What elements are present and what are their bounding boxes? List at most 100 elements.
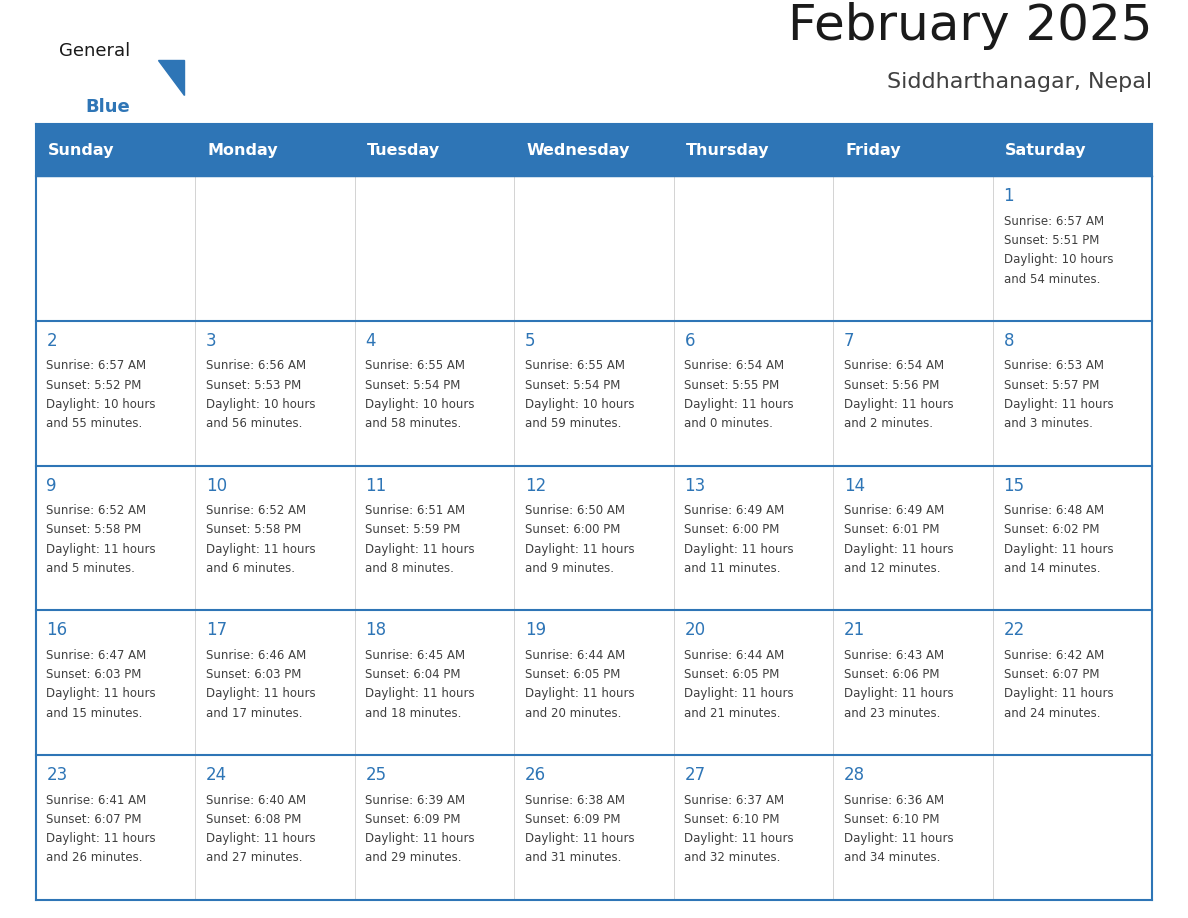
Text: and 15 minutes.: and 15 minutes. (46, 707, 143, 720)
Bar (36, 755, 1152, 900)
Text: Daylight: 10 hours: Daylight: 10 hours (1004, 253, 1113, 266)
Bar (36, 610, 1152, 755)
Text: Daylight: 11 hours: Daylight: 11 hours (684, 832, 794, 845)
Text: Sunset: 6:07 PM: Sunset: 6:07 PM (46, 812, 141, 826)
Text: 18: 18 (366, 621, 386, 639)
Text: Sunrise: 6:55 AM: Sunrise: 6:55 AM (525, 360, 625, 373)
Text: Sunset: 6:10 PM: Sunset: 6:10 PM (843, 812, 940, 826)
Text: Sunset: 6:04 PM: Sunset: 6:04 PM (366, 668, 461, 681)
Text: and 6 minutes.: and 6 minutes. (206, 562, 295, 575)
Text: 2: 2 (46, 332, 57, 350)
Text: Sunday: Sunday (48, 142, 114, 158)
Text: 28: 28 (843, 766, 865, 784)
Text: Sunrise: 6:48 AM: Sunrise: 6:48 AM (1004, 504, 1104, 517)
Text: Monday: Monday (207, 142, 278, 158)
Text: Sunset: 6:06 PM: Sunset: 6:06 PM (843, 668, 940, 681)
Text: Daylight: 11 hours: Daylight: 11 hours (684, 398, 794, 411)
Text: Sunset: 6:05 PM: Sunset: 6:05 PM (525, 668, 620, 681)
Text: 27: 27 (684, 766, 706, 784)
Text: and 34 minutes.: and 34 minutes. (843, 851, 941, 865)
Text: and 11 minutes.: and 11 minutes. (684, 562, 781, 575)
Text: 14: 14 (843, 476, 865, 495)
Text: and 18 minutes.: and 18 minutes. (366, 707, 462, 720)
Text: Sunrise: 6:49 AM: Sunrise: 6:49 AM (684, 504, 785, 517)
Text: Sunset: 5:58 PM: Sunset: 5:58 PM (206, 523, 301, 536)
Text: February 2025: February 2025 (788, 3, 1152, 50)
Text: Daylight: 11 hours: Daylight: 11 hours (684, 543, 794, 555)
Text: 25: 25 (366, 766, 386, 784)
Text: 10: 10 (206, 476, 227, 495)
Text: and 21 minutes.: and 21 minutes. (684, 707, 781, 720)
Text: Sunset: 6:00 PM: Sunset: 6:00 PM (525, 523, 620, 536)
Text: Daylight: 10 hours: Daylight: 10 hours (366, 398, 475, 411)
Text: Sunset: 5:57 PM: Sunset: 5:57 PM (1004, 379, 1099, 392)
Text: 15: 15 (1004, 476, 1024, 495)
Text: Sunrise: 6:47 AM: Sunrise: 6:47 AM (46, 649, 146, 662)
Bar (36, 176, 1152, 321)
Text: Sunset: 5:55 PM: Sunset: 5:55 PM (684, 379, 779, 392)
Text: Sunrise: 6:39 AM: Sunrise: 6:39 AM (366, 793, 466, 807)
Text: 4: 4 (366, 332, 375, 350)
Text: Daylight: 11 hours: Daylight: 11 hours (843, 688, 954, 700)
Text: Sunrise: 6:37 AM: Sunrise: 6:37 AM (684, 793, 784, 807)
Text: Sunrise: 6:54 AM: Sunrise: 6:54 AM (843, 360, 944, 373)
Text: Sunrise: 6:54 AM: Sunrise: 6:54 AM (684, 360, 784, 373)
Text: Sunrise: 6:42 AM: Sunrise: 6:42 AM (1004, 649, 1104, 662)
Text: Daylight: 11 hours: Daylight: 11 hours (206, 832, 316, 845)
Text: Blue: Blue (86, 98, 131, 117)
Text: 19: 19 (525, 621, 546, 639)
Text: Sunset: 6:02 PM: Sunset: 6:02 PM (1004, 523, 1099, 536)
Text: 3: 3 (206, 332, 216, 350)
Text: and 12 minutes.: and 12 minutes. (843, 562, 941, 575)
Text: Sunset: 6:01 PM: Sunset: 6:01 PM (843, 523, 940, 536)
Text: and 20 minutes.: and 20 minutes. (525, 707, 621, 720)
Text: Sunrise: 6:50 AM: Sunrise: 6:50 AM (525, 504, 625, 517)
Text: Sunset: 6:05 PM: Sunset: 6:05 PM (684, 668, 779, 681)
Text: Thursday: Thursday (685, 142, 769, 158)
Text: Daylight: 11 hours: Daylight: 11 hours (843, 543, 954, 555)
Text: Sunrise: 6:46 AM: Sunrise: 6:46 AM (206, 649, 307, 662)
Text: 23: 23 (46, 766, 68, 784)
Text: Daylight: 11 hours: Daylight: 11 hours (1004, 543, 1113, 555)
Text: Saturday: Saturday (1005, 142, 1086, 158)
Bar (36, 465, 1152, 610)
Text: 11: 11 (366, 476, 386, 495)
Text: and 31 minutes.: and 31 minutes. (525, 851, 621, 865)
Text: and 17 minutes.: and 17 minutes. (206, 707, 303, 720)
Text: Daylight: 11 hours: Daylight: 11 hours (843, 832, 954, 845)
Text: 17: 17 (206, 621, 227, 639)
Text: General: General (59, 41, 131, 60)
Text: 7: 7 (843, 332, 854, 350)
Text: Sunrise: 6:57 AM: Sunrise: 6:57 AM (1004, 215, 1104, 228)
Text: Daylight: 11 hours: Daylight: 11 hours (684, 688, 794, 700)
Text: Wednesday: Wednesday (526, 142, 630, 158)
Text: Daylight: 11 hours: Daylight: 11 hours (46, 543, 156, 555)
Text: Sunset: 6:03 PM: Sunset: 6:03 PM (206, 668, 302, 681)
Text: Sunset: 6:03 PM: Sunset: 6:03 PM (46, 668, 141, 681)
Text: Sunset: 6:07 PM: Sunset: 6:07 PM (1004, 668, 1099, 681)
Text: 22: 22 (1004, 621, 1025, 639)
Text: Daylight: 10 hours: Daylight: 10 hours (206, 398, 315, 411)
Text: Daylight: 11 hours: Daylight: 11 hours (366, 543, 475, 555)
Text: Sunrise: 6:43 AM: Sunrise: 6:43 AM (843, 649, 944, 662)
Text: Sunset: 5:53 PM: Sunset: 5:53 PM (206, 379, 301, 392)
Text: Daylight: 11 hours: Daylight: 11 hours (1004, 688, 1113, 700)
Text: Siddharthanagar, Nepal: Siddharthanagar, Nepal (887, 72, 1152, 92)
Text: Sunrise: 6:55 AM: Sunrise: 6:55 AM (366, 360, 466, 373)
Text: Daylight: 11 hours: Daylight: 11 hours (366, 832, 475, 845)
Text: Sunrise: 6:52 AM: Sunrise: 6:52 AM (206, 504, 307, 517)
Text: and 2 minutes.: and 2 minutes. (843, 418, 933, 431)
Text: Sunrise: 6:49 AM: Sunrise: 6:49 AM (843, 504, 944, 517)
Text: and 5 minutes.: and 5 minutes. (46, 562, 135, 575)
Text: 6: 6 (684, 332, 695, 350)
Text: and 9 minutes.: and 9 minutes. (525, 562, 614, 575)
Text: Sunrise: 6:56 AM: Sunrise: 6:56 AM (206, 360, 307, 373)
Text: Daylight: 11 hours: Daylight: 11 hours (46, 832, 156, 845)
Text: Sunset: 6:10 PM: Sunset: 6:10 PM (684, 812, 781, 826)
Bar (36, 124, 1152, 176)
Text: Daylight: 10 hours: Daylight: 10 hours (525, 398, 634, 411)
Text: Sunrise: 6:51 AM: Sunrise: 6:51 AM (366, 504, 466, 517)
Text: Sunrise: 6:44 AM: Sunrise: 6:44 AM (525, 649, 625, 662)
Text: and 23 minutes.: and 23 minutes. (843, 707, 941, 720)
Text: and 59 minutes.: and 59 minutes. (525, 418, 621, 431)
